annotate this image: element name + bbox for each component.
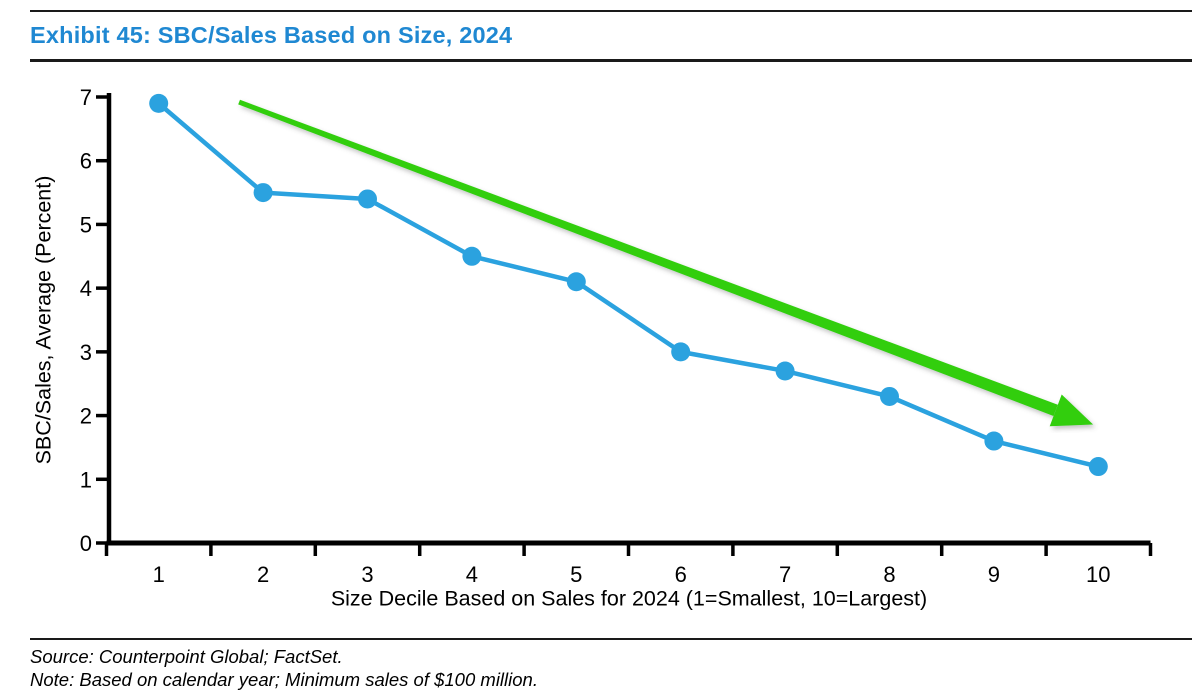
data-point-marker — [462, 246, 482, 266]
y-tick-label: 0 — [80, 531, 92, 556]
x-tick-label: 7 — [779, 562, 791, 587]
data-point-marker — [880, 386, 899, 406]
x-tick-label: 9 — [988, 562, 1000, 587]
y-axis-label: SBC/Sales, Average (Percent) — [31, 175, 56, 465]
x-tick-label: 2 — [257, 562, 269, 587]
trend-arrow-shaft — [238, 99, 1058, 417]
data-series-line — [157, 101, 1099, 469]
y-tick-label: 2 — [80, 404, 92, 429]
x-tick-label: 10 — [1086, 562, 1110, 587]
data-point-marker — [149, 93, 169, 113]
y-tick-label: 3 — [80, 340, 92, 365]
x-tick-label: 6 — [675, 562, 687, 587]
data-point-marker — [984, 431, 1004, 451]
data-point-marker — [671, 342, 691, 362]
x-tick-label: 8 — [883, 562, 895, 587]
y-tick-label: 5 — [80, 212, 92, 237]
title-divider — [30, 59, 1192, 62]
y-tick-label: 1 — [80, 467, 92, 492]
exhibit-title: Exhibit 45: SBC/Sales Based on Size, 202… — [30, 22, 513, 48]
data-point-marker — [358, 189, 377, 209]
x-tick-label: 4 — [466, 562, 478, 587]
note-text: Note: Based on calendar year; Minimum sa… — [30, 669, 538, 690]
footer-divider — [30, 638, 1192, 640]
y-tick-label: 4 — [80, 276, 92, 301]
y-tick-label: 6 — [80, 149, 92, 174]
x-tick-label: 3 — [361, 562, 373, 587]
x-tick-label: 5 — [570, 562, 582, 587]
x-tick-label: 1 — [153, 562, 165, 587]
data-point-marker — [566, 272, 586, 292]
x-axis-label: Size Decile Based on Sales for 2024 (1=S… — [330, 586, 928, 611]
data-point-marker — [1088, 457, 1108, 477]
trend-arrow-head — [1049, 394, 1094, 427]
y-tick-label: 7 — [80, 85, 92, 110]
top-divider — [30, 10, 1192, 12]
data-point-marker — [775, 361, 795, 381]
source-text: Source: Counterpoint Global; FactSet. — [30, 646, 343, 667]
data-point-marker — [253, 183, 273, 203]
